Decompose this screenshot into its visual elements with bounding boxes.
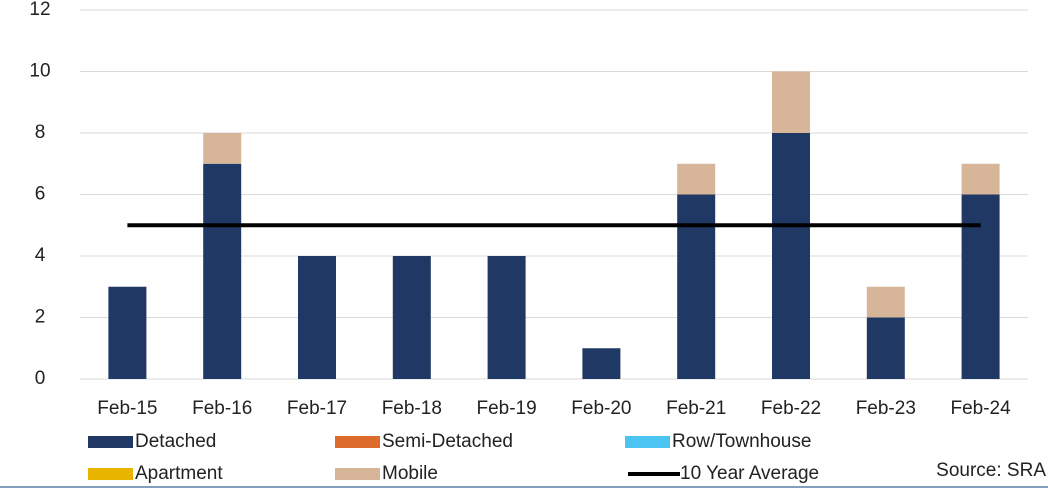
legend-swatch xyxy=(335,468,380,480)
bar-segment xyxy=(203,133,242,164)
bar-segment xyxy=(772,71,810,133)
x-tick-label: Feb-18 xyxy=(382,398,442,419)
y-tick-label: 10 xyxy=(29,61,50,82)
y-tick-label: 8 xyxy=(35,122,46,143)
bar-segment xyxy=(108,286,147,379)
x-tick-label: Feb-19 xyxy=(476,398,536,419)
x-tick-label: Feb-15 xyxy=(97,398,157,419)
legend-swatch xyxy=(335,436,380,448)
legend-label: Row/Townhouse xyxy=(672,431,811,452)
bar-segment xyxy=(866,286,905,318)
x-tick-label: Feb-16 xyxy=(192,398,252,419)
bar-segment xyxy=(772,133,810,379)
x-tick-label: Feb-21 xyxy=(666,398,726,419)
bar-segment xyxy=(392,256,431,379)
legend-label: Mobile xyxy=(382,463,438,484)
y-tick-label: 2 xyxy=(35,307,46,328)
bar-segment xyxy=(677,194,716,379)
legend-label: Detached xyxy=(135,431,216,452)
y-tick-label: 12 xyxy=(29,0,50,20)
legend-swatch xyxy=(625,436,670,448)
y-tick-label: 6 xyxy=(35,184,46,205)
bar-segment xyxy=(298,256,336,379)
x-tick-label: Feb-23 xyxy=(856,398,916,419)
bar-segment xyxy=(203,163,242,379)
bar-segment xyxy=(961,163,1000,195)
source-note: Source: SRA xyxy=(936,460,1046,481)
x-tick-label: Feb-20 xyxy=(571,398,631,419)
x-tick-label: Feb-24 xyxy=(950,398,1011,419)
bar-segment xyxy=(961,194,1000,379)
y-tick-label: 0 xyxy=(35,368,46,389)
legend-label: 10 Year Average xyxy=(680,463,819,484)
legend-swatch xyxy=(88,468,133,480)
bar-segment xyxy=(866,317,905,379)
legend-label: Apartment xyxy=(135,463,223,484)
legend-swatch xyxy=(88,436,133,448)
y-tick-label: 4 xyxy=(35,245,46,266)
x-tick-label: Feb-17 xyxy=(287,398,347,419)
legend-label: Semi-Detached xyxy=(382,431,513,452)
bar-segment xyxy=(582,348,621,379)
bar-segment xyxy=(487,256,526,379)
bar-segment xyxy=(677,163,716,195)
x-tick-label: Feb-22 xyxy=(761,398,821,419)
